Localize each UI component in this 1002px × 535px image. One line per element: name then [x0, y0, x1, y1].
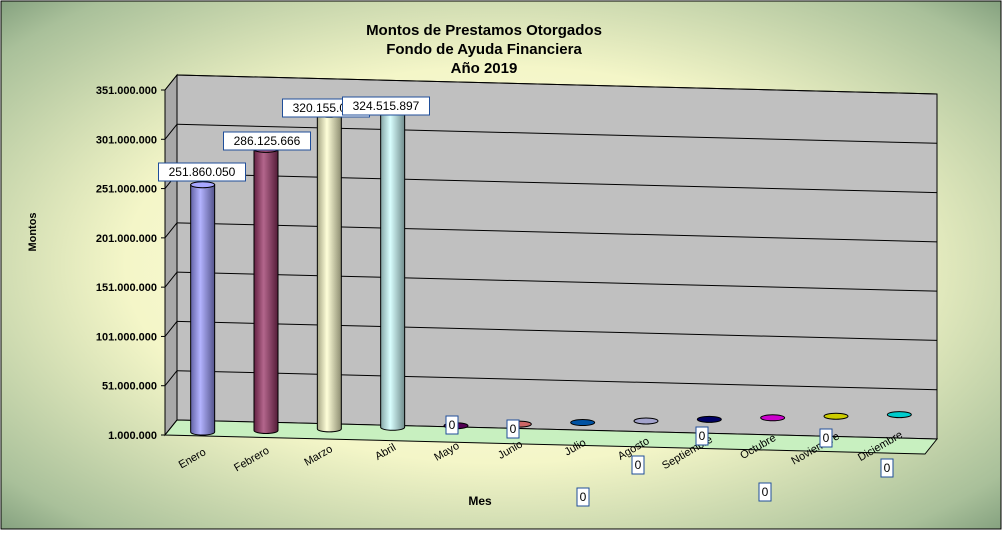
data-label: 251.860.050	[158, 162, 246, 182]
data-label: 286.125.666	[223, 131, 311, 151]
svg-text:286.125.666: 286.125.666	[234, 134, 301, 148]
y-axis-label: Montos	[27, 212, 39, 251]
gridline	[176, 173, 938, 194]
y-tick-label: 351.000.000	[96, 85, 157, 97]
data-label: 0	[758, 482, 772, 502]
svg-text:324.515.897: 324.515.897	[353, 99, 420, 113]
bar-top	[760, 414, 786, 422]
bar-febrero	[253, 145, 279, 434]
bar-marzo	[316, 110, 342, 433]
chart-title-line-3: Año 2019	[451, 60, 518, 77]
data-label: 0	[576, 487, 590, 507]
bars	[190, 104, 912, 436]
data-label: 0	[819, 428, 833, 448]
bar-top	[633, 417, 659, 425]
data-label: 0	[695, 426, 709, 446]
bar-julio	[570, 419, 596, 427]
side-gridline	[164, 370, 178, 387]
y-tick-label: 301.000.000	[96, 134, 157, 146]
side-gridline	[164, 222, 178, 239]
svg-text:0: 0	[580, 490, 587, 504]
bar-diciembre	[886, 411, 912, 419]
bar-body	[190, 184, 216, 436]
svg-text:0: 0	[635, 458, 642, 472]
y-tick-label: 51.000.000	[102, 381, 157, 393]
svg-text:0: 0	[510, 422, 517, 436]
bar-top	[823, 412, 849, 420]
chart-title-line-2: Fondo de Ayuda Financiera	[386, 41, 582, 58]
gridline	[176, 74, 938, 95]
data-label: 0	[445, 415, 459, 435]
data-label: 0	[631, 455, 645, 475]
bar-agosto	[633, 417, 659, 425]
gridline	[176, 222, 938, 243]
bar-body	[380, 107, 406, 431]
bar-body	[316, 113, 342, 433]
bar-octubre	[760, 414, 786, 422]
side-gridline	[164, 271, 178, 288]
svg-text:251.860.050: 251.860.050	[169, 165, 236, 179]
side-wall	[164, 73, 178, 437]
bar-top	[886, 411, 912, 419]
data-label: 0	[506, 419, 520, 439]
svg-text:0: 0	[884, 461, 891, 475]
y-tick-label: 101.000.000	[96, 331, 157, 343]
data-label: 0	[880, 458, 894, 478]
chart-title-line-1: Montos de Prestamos Otorgados	[366, 22, 602, 39]
gridline	[176, 370, 938, 391]
bar-enero	[190, 181, 216, 436]
bar-top	[190, 181, 216, 189]
bar-septiembre	[696, 415, 722, 423]
side-gridline	[164, 321, 178, 337]
back-wall	[176, 74, 938, 440]
svg-text:0: 0	[449, 418, 456, 432]
gridline	[176, 320, 938, 341]
svg-text:0: 0	[762, 485, 769, 499]
bar-top	[570, 419, 596, 427]
y-tick-label: 1.000.000	[108, 430, 157, 442]
side-gridline	[164, 74, 178, 91]
y-tick-label: 251.000.000	[96, 184, 157, 196]
bar-abril	[380, 104, 406, 431]
bar-noviembre	[823, 412, 849, 420]
svg-text:0: 0	[823, 431, 830, 445]
x-axis-label: Mes	[468, 494, 492, 508]
gridline	[176, 123, 938, 144]
y-axis-ticks: 1.000.000 51.000.000 101.000.000 151.000.00…	[96, 85, 165, 442]
data-label: 324.515.897	[342, 96, 430, 116]
side-gridline	[164, 123, 178, 140]
side-gridline	[164, 419, 178, 436]
y-tick-label: 201.000.000	[96, 233, 157, 245]
data-labels: 251.860.050286.125.666320.155.000324.515…	[158, 96, 894, 507]
gridline	[176, 271, 938, 292]
svg-text:0: 0	[699, 429, 706, 443]
bar-body	[253, 148, 279, 434]
bar-top	[696, 415, 722, 423]
y-tick-label: 151.000.000	[96, 282, 157, 294]
